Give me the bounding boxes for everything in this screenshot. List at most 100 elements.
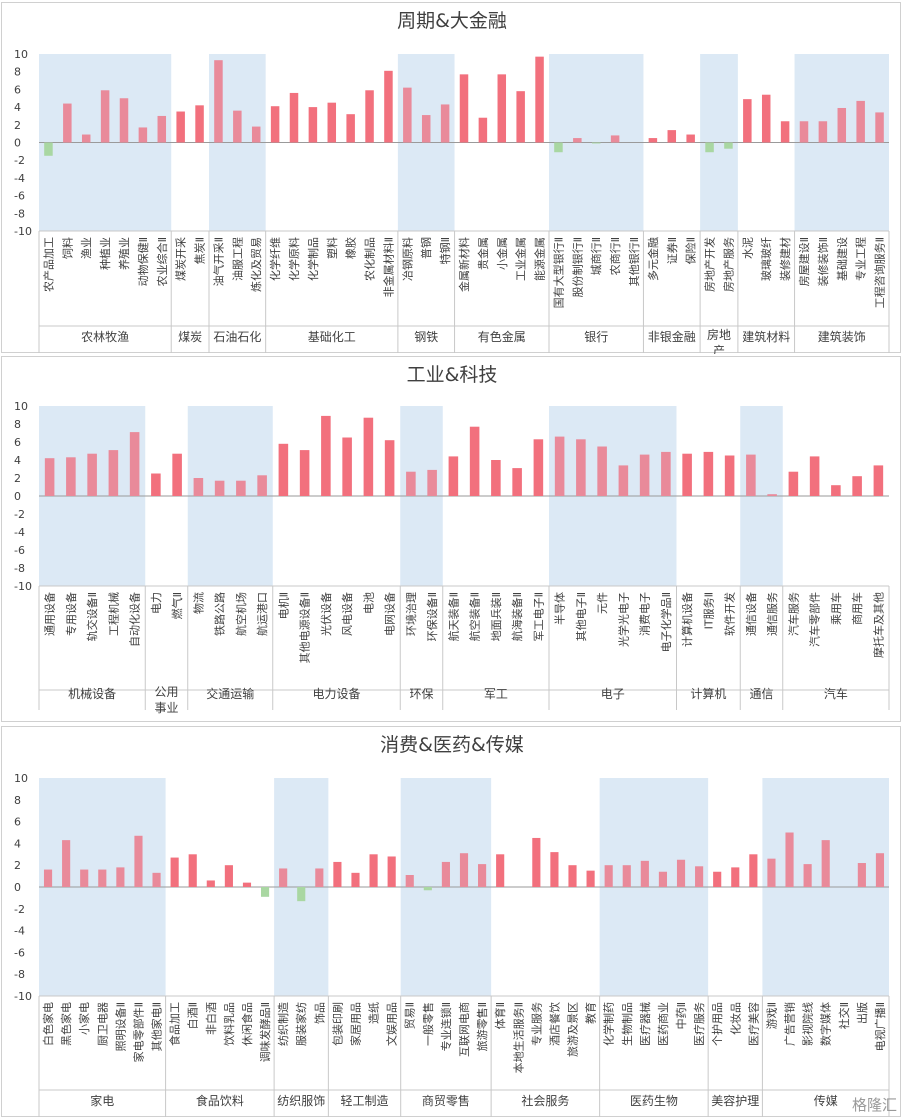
group-label: 商贸零售 (422, 1093, 470, 1108)
bar (448, 456, 459, 496)
y-tick-label: -4 (14, 526, 25, 539)
category-label: 医疗服务 (692, 1002, 706, 1046)
y-tick-label: 0 (14, 881, 21, 894)
category-label: 能源金属 (533, 237, 547, 281)
y-tick-label: 0 (14, 490, 21, 503)
y-tick-label: 8 (14, 794, 21, 807)
bar (767, 858, 776, 887)
bar (351, 872, 360, 887)
bar (803, 864, 812, 887)
bar (176, 111, 185, 143)
bar (44, 142, 53, 156)
bar (695, 866, 704, 887)
bar (421, 115, 431, 143)
bar (767, 494, 777, 496)
y-tick-label: 8 (14, 66, 21, 79)
group-label: 美容护理 (711, 1093, 759, 1108)
category-label: 饲料 (60, 237, 74, 259)
group-label: 计算机 (690, 686, 726, 701)
bar (119, 98, 129, 143)
y-tick-label: -10 (14, 990, 32, 1003)
y-tick-label: 10 (14, 48, 28, 61)
bar (242, 882, 252, 887)
bar (224, 865, 233, 887)
bar (441, 861, 450, 887)
category-label: 专业连锁Ⅱ (439, 1002, 453, 1051)
bar (568, 865, 577, 887)
category-label: 电力 (150, 592, 163, 614)
category-label: 农商行Ⅱ (608, 237, 622, 275)
bar (134, 835, 143, 887)
group-label: 医药生物 (630, 1094, 678, 1108)
y-tick-label: -4 (14, 172, 25, 185)
category-label: 光伏设备 (319, 592, 333, 636)
category-label: 一般零售 (421, 1002, 435, 1046)
category-label: 医药商业 (656, 1002, 670, 1046)
bar (533, 439, 544, 496)
bar (478, 117, 488, 143)
category-label: 商用车 (850, 592, 864, 625)
category-label: 环境治理 (404, 592, 418, 636)
category-label: 航海装备Ⅱ (510, 592, 524, 641)
category-label: 调味发酵品Ⅱ (258, 1002, 272, 1062)
bar (63, 103, 72, 143)
bar (315, 868, 324, 887)
category-label: 通用设备 (43, 592, 57, 636)
category-label: 炼化及贸易 (249, 237, 263, 292)
category-label: 光学光电子 (616, 592, 630, 647)
bar (459, 853, 469, 887)
bar (516, 91, 525, 143)
bar (251, 126, 261, 143)
category-label: 体育Ⅱ (493, 1002, 507, 1029)
chart-title: 周期&大金融 (397, 10, 507, 32)
category-label: 医疗器械 (638, 1002, 652, 1046)
bar (406, 471, 416, 496)
group-label-cont: 事业 (154, 701, 178, 715)
category-label: 厨卫电器 (96, 1002, 109, 1046)
category-label: 中药Ⅱ (675, 1002, 688, 1029)
chart-2: 工业&科技 10 8 6 4 2 0 -2 -4 -6 -8 -10 通用设备 专用设备 轨交设备Ⅱ 工程机械… (14, 364, 890, 715)
y-tick-label: 8 (14, 418, 21, 431)
category-label: 元件 (596, 592, 609, 614)
bar (743, 99, 752, 143)
bar (491, 460, 501, 496)
category-label: 计算机设备 (680, 592, 694, 647)
category-label: 医疗美容 (746, 1002, 760, 1046)
category-label: 化学纤维 (268, 237, 282, 281)
bar (270, 106, 280, 143)
category-label: 航天装备Ⅱ (446, 592, 460, 641)
category-label: 房屋建设Ⅱ (797, 237, 811, 286)
category-label: 油服工程 (230, 237, 244, 281)
category-label: 造纸 (367, 1002, 381, 1024)
bar (279, 868, 288, 887)
category-label: 游戏Ⅱ (765, 1002, 778, 1029)
category-label: 电网设备 (383, 592, 397, 636)
category-label: 电池 (362, 592, 375, 614)
bar (496, 854, 505, 887)
category-label: 本地生活服务Ⅱ (511, 1002, 525, 1073)
y-tick-label: -6 (14, 946, 25, 959)
chart-3: 消费&医药&传媒 10 8 6 4 2 0 -2 -4 -6 -8 -10 白色家电 黑色家电 小家电 厨卫电… (14, 734, 890, 1117)
category-label: 农化制品 (363, 237, 377, 281)
bar (604, 865, 613, 887)
category-label: 半导体 (553, 592, 567, 625)
bar (43, 869, 53, 887)
bar (532, 837, 541, 887)
category-label: 消费电子 (638, 592, 652, 636)
category-label: 出版 (855, 1002, 869, 1024)
bar (423, 887, 432, 891)
category-label: 非白酒 (204, 1002, 218, 1035)
bar (852, 476, 862, 496)
bar (299, 450, 310, 496)
group-label: 基础化工 (308, 330, 356, 344)
category-label: 动物保健Ⅱ (136, 237, 150, 286)
chart-panel-2: 工业&科技 10 8 6 4 2 0 -2 -4 -6 -8 -10 通用设备 专用设备 轨交设备Ⅱ 工程机械… (1, 356, 901, 722)
category-label: 玻璃玻纤 (759, 237, 773, 281)
watermark-logo: 格隆汇 (851, 1096, 897, 1114)
category-label: 黑色家电 (59, 1002, 73, 1046)
category-label: 环保设备Ⅱ (425, 592, 439, 641)
bar (98, 869, 107, 887)
bar (321, 415, 331, 496)
category-label: 军工电子Ⅱ (532, 592, 545, 641)
bar (610, 135, 620, 143)
